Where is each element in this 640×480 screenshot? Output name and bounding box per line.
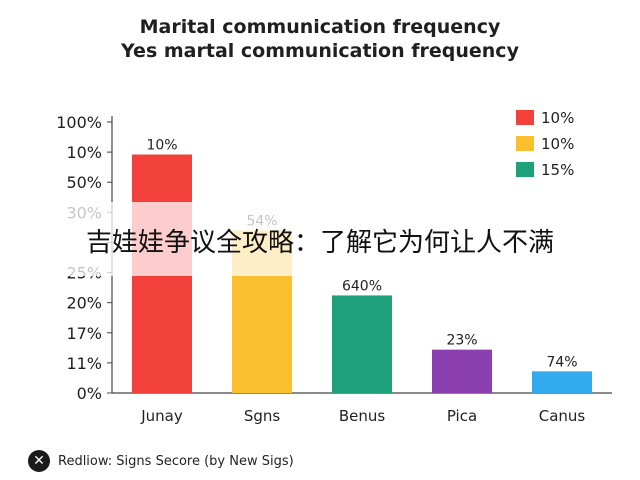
bar [532,371,592,393]
overlay-caption: 吉娃娃争议全攻略：了解它为何让人不满 [85,228,554,258]
y-tick-label: 17% [66,324,102,343]
x-tick-label: Benus [339,407,386,425]
x-tick-label: Sgns [244,407,281,425]
chart-subtitle: Yes martal communication frequency [121,40,519,62]
y-tick-label: 10% [66,143,102,162]
legend-label: 10% [541,135,574,153]
legend-swatch [516,162,534,177]
y-tick-label: 20% [66,294,102,313]
x-tick-label: Pica [447,407,477,425]
footnote-text: Redliow: Signs Secore (by New Sigs) [58,453,294,469]
footnote: ✕ Redliow: Signs Secore (by New Sigs) [28,450,294,472]
y-tick-label: 50% [66,173,102,192]
y-tick-label: 0% [77,384,102,403]
legend-swatch [516,110,534,125]
legend-label: 15% [541,161,574,179]
overlay-banner [0,202,640,276]
x-tick-label: Canus [539,407,586,425]
bar [432,349,492,393]
data-label: 640% [342,278,382,294]
chart-title: Marital communication frequency [139,16,501,38]
y-tick-label: 11% [66,354,102,373]
legend-swatch [516,136,534,151]
data-label: 10% [146,138,177,154]
y-tick-label: 100% [56,113,102,132]
data-label: 23% [446,333,477,349]
x-tick-label: Junay [140,407,183,425]
data-label: 74% [546,354,577,370]
legend-label: 10% [541,109,574,127]
bar [332,295,392,393]
close-icon[interactable]: ✕ [28,450,50,472]
